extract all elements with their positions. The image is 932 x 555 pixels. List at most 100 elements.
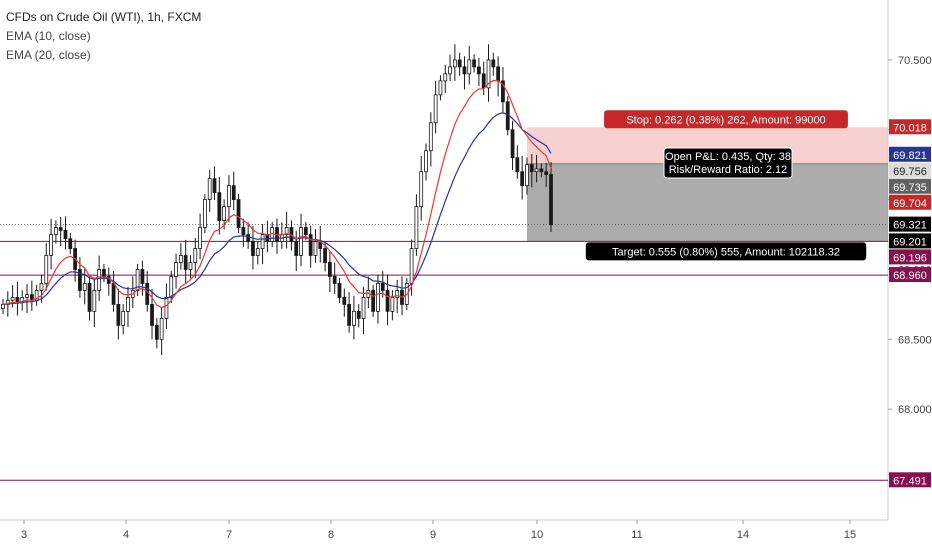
candle <box>198 213 202 260</box>
candle <box>390 290 395 321</box>
candle-body-up <box>92 290 97 312</box>
price-label-text: 68.960 <box>893 270 927 282</box>
ema20-legend: EMA (20, close) <box>6 48 91 62</box>
candle <box>376 274 380 324</box>
candle <box>183 239 188 284</box>
candle <box>419 156 424 221</box>
candle <box>82 267 87 305</box>
candle-body-up <box>452 59 457 68</box>
candle-body-up <box>395 290 400 298</box>
x-tick-label: 4 <box>123 529 129 541</box>
candle <box>279 222 284 249</box>
candle-body-down <box>457 59 462 68</box>
candle <box>49 218 53 270</box>
candle-body-down <box>491 59 496 68</box>
price-label: 69.196 <box>889 249 931 265</box>
candle <box>154 318 159 349</box>
candle-body-down <box>520 171 525 187</box>
price-label-bg <box>889 194 931 210</box>
candle-body-up <box>49 234 53 256</box>
price-label-bg <box>889 146 931 162</box>
candle-body-down <box>102 269 106 277</box>
candle-body-up <box>448 66 452 75</box>
candle-body-up <box>313 241 318 256</box>
candle <box>491 52 496 76</box>
x-tick-label: 14 <box>737 529 749 541</box>
candle <box>174 253 178 289</box>
candle-body-down <box>183 255 188 270</box>
candle <box>534 154 539 183</box>
candle-body-down <box>58 227 63 231</box>
candle <box>106 267 111 296</box>
candle-body-down <box>496 66 501 82</box>
candle-body-down <box>501 80 505 103</box>
candle <box>356 304 361 328</box>
candle-body-up <box>255 248 260 256</box>
candle-body-down <box>529 164 534 173</box>
price-label: 70.018 <box>889 119 931 135</box>
candle <box>452 44 457 81</box>
candle-body-up <box>10 297 15 301</box>
ema20-line <box>2 112 552 305</box>
candle <box>549 162 553 233</box>
candle <box>299 213 303 267</box>
candle <box>34 284 39 306</box>
price-label-text: 69.756 <box>893 166 927 178</box>
candle-body-down <box>217 192 222 221</box>
candle <box>193 237 198 279</box>
price-label-bg <box>889 178 931 194</box>
price-label: 69.821 <box>889 146 931 162</box>
candle <box>159 307 164 355</box>
candle <box>414 194 419 256</box>
candle-body-down <box>327 262 332 277</box>
candle-body-down <box>477 66 481 75</box>
candle <box>342 288 347 317</box>
candle <box>457 52 462 76</box>
candle-body-up <box>486 59 491 89</box>
candle <box>332 262 337 295</box>
candle <box>241 218 246 247</box>
candle-body-up <box>169 276 174 298</box>
candle <box>236 194 241 234</box>
candle-body-down <box>246 234 251 242</box>
candle-body-up <box>159 317 164 340</box>
candle <box>337 277 342 304</box>
candle <box>140 260 145 296</box>
candle-body-up <box>352 310 356 326</box>
candle <box>327 251 332 293</box>
candle <box>44 243 49 291</box>
candle-body-up <box>121 310 126 326</box>
candle-body-up <box>135 269 140 291</box>
grid <box>0 0 889 521</box>
y-tick-label: 68.500 <box>898 334 932 346</box>
price-label-bg <box>889 267 931 283</box>
candle-body-down <box>539 168 544 173</box>
price-label: 68.960 <box>889 267 931 283</box>
candle-body-up <box>525 164 529 187</box>
x-tick-label: 11 <box>631 529 642 541</box>
candle-body-down <box>515 157 520 173</box>
rr-text: Risk/Reward Ratio: 2.12 <box>669 164 788 176</box>
candle-body-down <box>308 234 313 256</box>
x-tick-label: 10 <box>531 529 543 541</box>
candle <box>231 171 236 211</box>
y-tick-label: 68.000 <box>898 404 932 416</box>
candle-body-down <box>251 241 255 256</box>
price-label-bg <box>889 119 931 135</box>
candle <box>467 45 472 85</box>
candle <box>275 218 279 254</box>
candle-body-up <box>260 234 265 249</box>
candle <box>481 61 486 96</box>
candle-body-down <box>78 269 82 291</box>
candle-body-up <box>222 206 227 221</box>
candle-body-up <box>82 283 87 291</box>
candle <box>251 225 255 270</box>
candle <box>462 56 467 90</box>
candle <box>501 66 505 113</box>
candle-body-down <box>87 283 92 312</box>
candle-body-up <box>25 294 29 298</box>
candle-body-down <box>154 324 159 340</box>
